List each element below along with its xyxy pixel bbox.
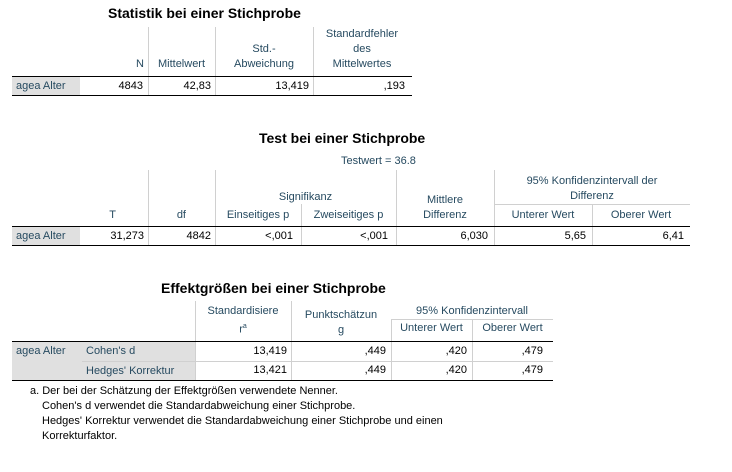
col-header-ci-line1: 95% Konfidenzintervall der [526, 175, 658, 187]
col-header-punkt-line2: g [337, 324, 345, 336]
cell-einseitig: <,001 [265, 230, 293, 242]
footnote-line: Korrekturfaktor. [42, 430, 118, 442]
col-header-se-line2: des [353, 43, 371, 55]
col-header-punkt-line1: Punktschätzun [304, 309, 378, 321]
cell-upper: ,479 [521, 364, 543, 376]
col-header-standardisierer-line1: Standardisiere [207, 305, 279, 317]
cell-se: ,193 [383, 80, 405, 92]
cell-upper: 6,41 [662, 230, 684, 242]
cell-std: 13,419 [253, 345, 287, 357]
cell-lower: 5,65 [564, 230, 586, 242]
cell-punkt: ,449 [364, 364, 386, 376]
col-header-lower: Unterer Wert [511, 209, 575, 221]
footnote-line: a. Der bei der Schätzung der Effektgröße… [30, 385, 338, 397]
col-header-signifikanz: Signifikanz [278, 191, 333, 203]
row-label: agea Alter [12, 342, 82, 380]
col-header-zweiseitig: Zweiseitiges p [313, 209, 384, 221]
col-header-mittelwert: Mittelwert [157, 58, 206, 70]
col-header-t: T [109, 209, 116, 221]
cell-zweiseitig: <,001 [360, 230, 388, 242]
cell-t: 31,273 [110, 230, 144, 242]
col-header-n: N [136, 58, 144, 70]
cell-mittelwert: 42,83 [183, 80, 211, 92]
col-header-lower: Unterer Wert [400, 322, 463, 334]
footnote-line: Hedges' Korrektur verwendet die Standard… [42, 415, 443, 427]
table-title: Test bei einer Stichprobe [259, 130, 426, 146]
col-header-se-line1: Standardfehler [325, 28, 399, 40]
col-header-sd-line1: Std.- [252, 43, 276, 55]
col-header-einseitig: Einseitiges p [226, 209, 290, 221]
cell-sd: 13,419 [275, 80, 309, 92]
cell-upper: ,479 [521, 345, 543, 357]
testwert-label: Testwert = 36.8 [341, 155, 416, 167]
row-label-hedges: Hedges' Korrektur [82, 362, 195, 380]
col-header-se-line3: Mittelwertes [332, 58, 392, 70]
table-title: Statistik bei einer Stichprobe [108, 5, 301, 21]
row-label-cohens: Cohen's d [82, 342, 195, 361]
col-header-sd-line2: Abweichung [234, 58, 294, 70]
cell-lower: ,420 [445, 345, 467, 357]
row-label: agea Alter [12, 227, 80, 245]
col-header-df: df [176, 209, 186, 221]
table-title: Effektgrößen bei einer Stichprobe [161, 280, 386, 296]
col-header-upper: Oberer Wert [482, 322, 543, 334]
col-header-standardisierer-line2: ra [239, 323, 247, 336]
col-header-ci: 95% Konfidenzintervall [416, 305, 528, 317]
col-header-diff-line1: Mittlere [426, 194, 464, 206]
cell-n: 4843 [118, 80, 143, 92]
col-header-ci-line2: Differenz [570, 190, 614, 202]
row-label: agea Alter [12, 77, 80, 95]
col-header-upper: Oberer Wert [610, 209, 672, 221]
cell-df: 4842 [186, 230, 211, 242]
cell-std: 13,421 [253, 364, 287, 376]
col-header-diff-line2: Differenz [423, 209, 467, 221]
footnote-line: Cohen's d verwendet die Standardabweichu… [42, 400, 356, 412]
cell-punkt: ,449 [364, 345, 386, 357]
cell-lower: ,420 [445, 364, 467, 376]
cell-diff: 6,030 [460, 230, 488, 242]
